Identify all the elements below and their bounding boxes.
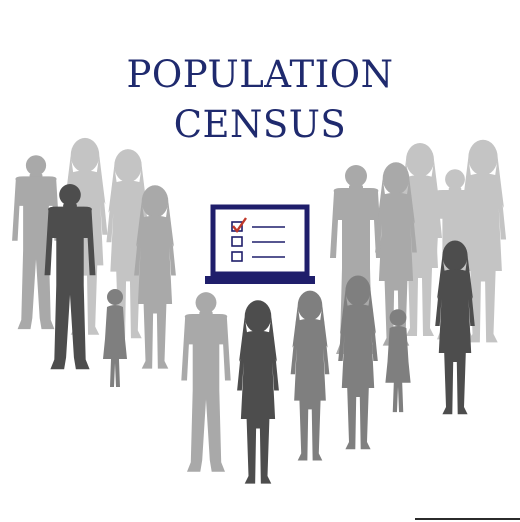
checklist-icon	[231, 221, 285, 262]
check-mark-icon	[232, 217, 247, 234]
title-line-2: CENSUS	[173, 103, 347, 146]
poster-title: POPULATION CENSUS	[0, 50, 520, 150]
bottom-divider	[415, 518, 520, 520]
laptop-icon	[205, 204, 315, 284]
title-line-1: POPULATION	[126, 53, 394, 96]
